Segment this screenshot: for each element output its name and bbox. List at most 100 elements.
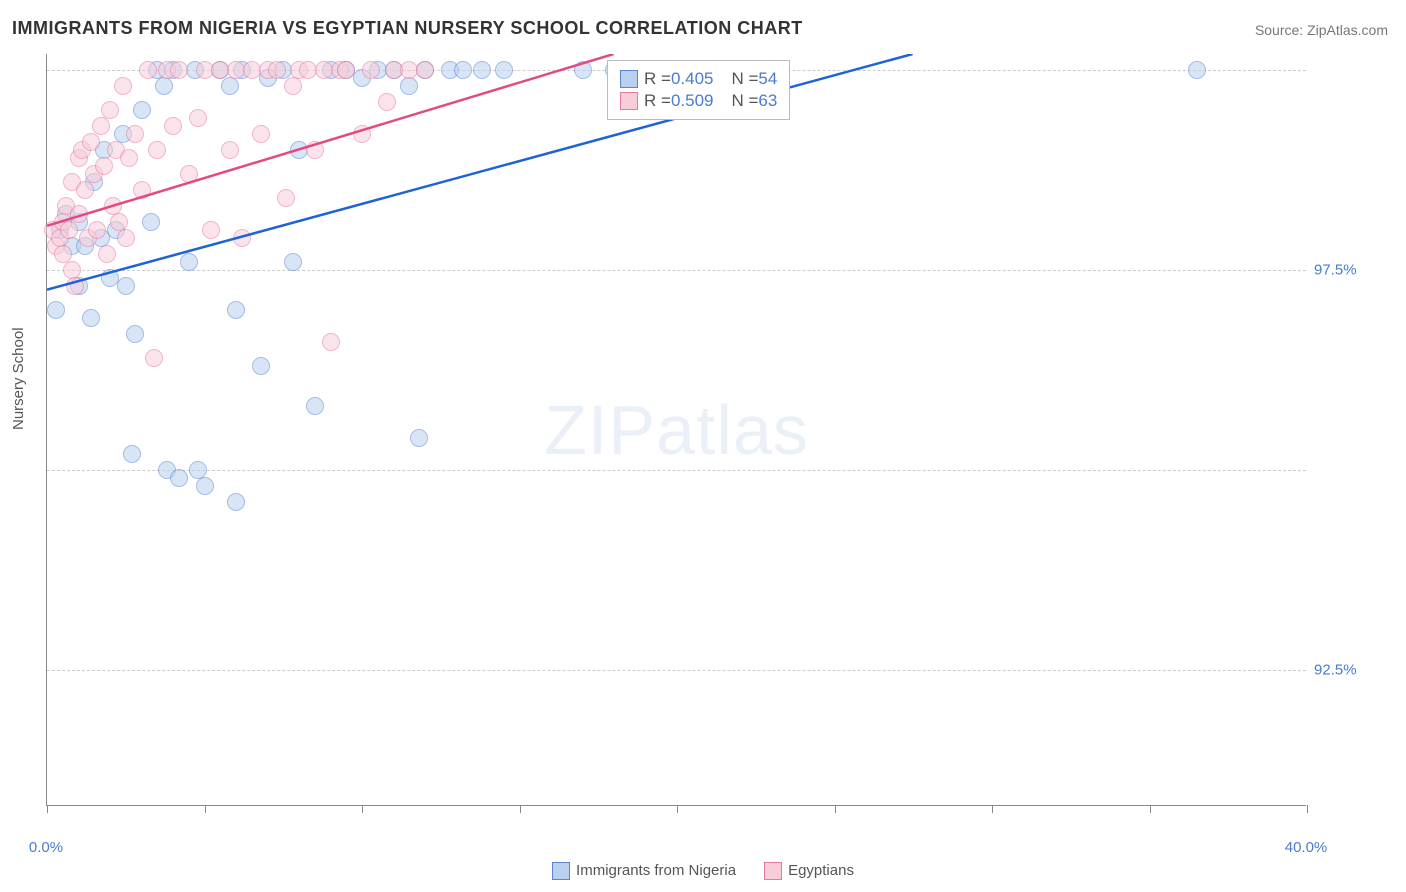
gridline-horizontal	[47, 470, 1306, 471]
x-tick	[1307, 805, 1308, 813]
chart-title: IMMIGRANTS FROM NIGERIA VS EGYPTIAN NURS…	[12, 18, 803, 39]
scatter-point	[227, 493, 245, 511]
stats-row: R = 0.405 N = 54	[620, 69, 777, 89]
x-tick	[835, 805, 836, 813]
scatter-point	[322, 333, 340, 351]
scatter-point	[473, 61, 491, 79]
scatter-point	[126, 325, 144, 343]
scatter-point	[164, 117, 182, 135]
scatter-point	[306, 397, 324, 415]
stats-r-value: 0.509	[671, 91, 714, 111]
scatter-point	[180, 165, 198, 183]
scatter-point	[120, 149, 138, 167]
x-tick	[362, 805, 363, 813]
scatter-point	[284, 77, 302, 95]
scatter-point	[101, 101, 119, 119]
stats-n-label: N =	[731, 69, 758, 89]
scatter-point	[170, 469, 188, 487]
scatter-point	[88, 221, 106, 239]
scatter-point	[133, 101, 151, 119]
scatter-point	[227, 301, 245, 319]
y-tick-label: 97.5%	[1314, 262, 1394, 279]
gridline-horizontal	[47, 270, 1306, 271]
stats-n-value: 63	[758, 91, 777, 111]
stats-swatch	[620, 70, 638, 88]
scatter-point	[277, 189, 295, 207]
scatter-point	[95, 157, 113, 175]
scatter-point	[70, 205, 88, 223]
scatter-point	[196, 477, 214, 495]
scatter-point	[252, 125, 270, 143]
legend-label: Immigrants from Nigeria	[576, 862, 736, 879]
scatter-point	[155, 77, 173, 95]
gridline-horizontal	[47, 670, 1306, 671]
scatter-point	[123, 445, 141, 463]
scatter-point	[306, 141, 324, 159]
stats-n-value: 54	[758, 69, 777, 89]
watermark: ZIPatlas	[544, 390, 809, 470]
scatter-point	[353, 125, 371, 143]
scatter-point	[495, 61, 513, 79]
source-label: Source: ZipAtlas.com	[1255, 22, 1388, 38]
scatter-point	[284, 253, 302, 271]
scatter-point	[82, 309, 100, 327]
scatter-point	[92, 117, 110, 135]
scatter-point	[148, 141, 166, 159]
scatter-point	[142, 213, 160, 231]
scatter-point	[180, 253, 198, 271]
stats-n-label: N =	[731, 91, 758, 111]
scatter-point	[139, 61, 157, 79]
stats-row: R = 0.509 N = 63	[620, 91, 777, 111]
x-tick-label: 40.0%	[1285, 839, 1328, 856]
x-tick	[992, 805, 993, 813]
correlation-stats-box: R = 0.405 N = 54 R = 0.509 N = 63	[607, 60, 790, 120]
scatter-point	[117, 277, 135, 295]
legend-swatch	[552, 862, 570, 880]
scatter-point	[170, 61, 188, 79]
x-tick	[520, 805, 521, 813]
scatter-point	[416, 61, 434, 79]
scatter-point	[76, 181, 94, 199]
x-tick-label: 0.0%	[29, 839, 63, 856]
scatter-point	[66, 277, 84, 295]
scatter-point	[574, 61, 592, 79]
scatter-point	[82, 133, 100, 151]
scatter-point	[133, 181, 151, 199]
x-tick	[205, 805, 206, 813]
regression-lines-svg	[47, 54, 1306, 805]
x-tick	[677, 805, 678, 813]
x-tick	[47, 805, 48, 813]
scatter-point	[378, 93, 396, 111]
scatter-point	[98, 245, 116, 263]
scatter-point	[410, 429, 428, 447]
scatter-point	[268, 61, 286, 79]
scatter-point	[60, 221, 78, 239]
scatter-point	[221, 77, 239, 95]
watermark-thin: atlas	[656, 391, 809, 469]
scatter-point	[117, 229, 135, 247]
scatter-point	[47, 301, 65, 319]
legend-label: Egyptians	[788, 862, 854, 879]
scatter-point	[1188, 61, 1206, 79]
stats-r-label: R =	[644, 91, 671, 111]
x-tick	[1150, 805, 1151, 813]
scatter-plot-area: ZIPatlas R = 0.405N = 54R = 0.509N = 63 …	[46, 54, 1306, 806]
scatter-point	[126, 125, 144, 143]
legend-item: Egyptians	[764, 862, 854, 880]
scatter-point	[252, 357, 270, 375]
y-axis-label: Nursery School	[10, 327, 27, 430]
stats-r-label: R =	[644, 69, 671, 89]
scatter-point	[202, 221, 220, 239]
scatter-point	[400, 77, 418, 95]
legend-swatch	[764, 862, 782, 880]
scatter-point	[221, 141, 239, 159]
scatter-point	[362, 61, 380, 79]
stats-swatch	[620, 92, 638, 110]
y-tick-label: 92.5%	[1314, 662, 1394, 679]
legend-bottom: Immigrants from Nigeria Egyptians	[0, 862, 1406, 880]
legend-item: Immigrants from Nigeria	[552, 862, 736, 880]
stats-r-value: 0.405	[671, 69, 714, 89]
scatter-point	[337, 61, 355, 79]
scatter-point	[454, 61, 472, 79]
scatter-point	[233, 229, 251, 247]
